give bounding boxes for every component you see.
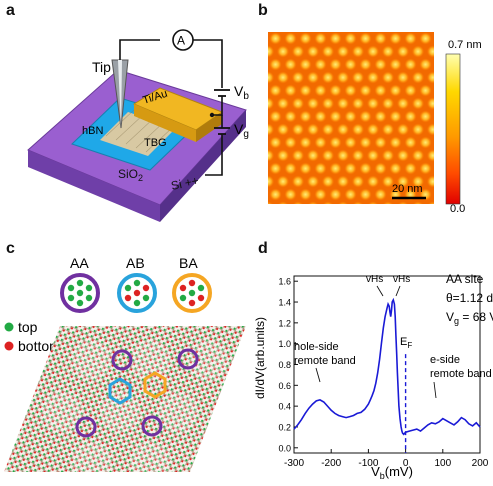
svg-text:EF: EF xyxy=(400,336,412,350)
annotation-vg-sub: g xyxy=(454,316,459,326)
ab-site-marker xyxy=(108,377,132,405)
ammeter-label: A xyxy=(177,34,185,48)
y-tick-label: 1.2 xyxy=(278,318,291,328)
svg-text:Vg: Vg xyxy=(234,121,249,140)
x-tick-label: 0 xyxy=(403,458,409,469)
stacking-label-ba: BA xyxy=(179,255,198,271)
sio2-label: SiO xyxy=(118,167,138,181)
svg-text:SiO2: SiO2 xyxy=(118,167,143,183)
x-tick-label: -300 xyxy=(284,458,304,469)
hole-band-label-1: hole-side xyxy=(294,341,339,353)
hole-band-arrow xyxy=(315,367,321,383)
chart-ticks: -300 -200 -100 0 100 200 0.0 0.2 0.4 0.6 0.8 1.0 1.2… xyxy=(278,277,488,469)
x-tick-label: -100 xyxy=(358,458,378,469)
tip-label: Tip xyxy=(92,59,111,75)
hole-band-label-2: remote band xyxy=(294,355,356,367)
panel-d-label: d xyxy=(258,240,268,257)
vg-label: V xyxy=(234,121,244,137)
vg-label-sub: g xyxy=(243,129,249,140)
ba-site-marker xyxy=(143,371,167,399)
annotation-site: AA site xyxy=(446,272,484,286)
y-tick-label: 0.8 xyxy=(278,360,291,370)
svg-text:Vg = 68 V: Vg = 68 V xyxy=(446,310,493,326)
y-axis-label: dI/dV(arb.units) xyxy=(253,317,267,399)
wire-ammeter xyxy=(193,39,223,88)
legend-top-marker xyxy=(4,322,14,332)
y-tick-label: 1.6 xyxy=(278,277,291,287)
ef-label: E xyxy=(400,336,407,348)
colorbar xyxy=(445,53,461,205)
y-tick-label: 0.0 xyxy=(278,443,291,453)
si-substrate-front xyxy=(28,150,160,222)
moire-lattice-diagram: AA AB BA top bottom xyxy=(4,255,246,472)
x-tick-label: 100 xyxy=(434,458,451,469)
stacking-label-ab: AB xyxy=(126,255,145,271)
stacking-ab xyxy=(117,273,157,313)
moire-pattern xyxy=(268,32,434,204)
svg-text:Vb: Vb xyxy=(234,83,249,102)
aa-site-marker xyxy=(141,415,163,437)
sio2-label-sub: 2 xyxy=(138,173,143,183)
stacking-label-aa: AA xyxy=(70,255,89,271)
vb-label: V xyxy=(234,83,244,99)
device-schematic: Tip A Vb Vg Ti/Au hBN TBG SiO2 Si ++ xyxy=(27,29,249,222)
stm-topography: 20 nm 0.7 nm 0.0 xyxy=(268,32,482,212)
annotation-theta: θ=1.12 deg xyxy=(446,291,493,305)
wire-tip xyxy=(119,39,160,60)
x-axis-label-sub: b xyxy=(380,471,385,481)
colorbar-max-label: 0.7 nm xyxy=(448,39,482,51)
tbg-label: TBG xyxy=(144,137,167,149)
y-tick-label: 0.6 xyxy=(278,381,291,391)
didv-spectrum-chart: -300 -200 -100 0 100 200 0.0 0.2 0.4 0.6 0.8 1.0 1.2… xyxy=(253,272,493,481)
vhs-label-1: vHs xyxy=(366,274,383,285)
stm-tip-highlight xyxy=(118,60,122,128)
y-tick-label: 1.4 xyxy=(278,298,291,308)
si-label: Si ++ xyxy=(170,173,200,193)
y-tick-label: 0.4 xyxy=(278,402,291,412)
ef-label-sub: F xyxy=(407,341,412,350)
x-tick-label: -200 xyxy=(321,458,341,469)
e-band-label-2: remote band xyxy=(430,368,492,380)
stacking-aa xyxy=(60,273,100,313)
hbn-label: hBN xyxy=(82,125,103,137)
stacking-ba xyxy=(172,273,212,313)
x-tick-label: 200 xyxy=(472,458,489,469)
panel-c-label: c xyxy=(6,240,15,257)
y-tick-label: 0.2 xyxy=(278,422,291,432)
colorbar-min-label: 0.0 xyxy=(450,203,465,212)
annotation-vg-value: = 68 V xyxy=(459,310,493,324)
panel-b-label: b xyxy=(258,2,268,19)
junction-dot xyxy=(209,112,215,118)
vhs-label-2: vHs xyxy=(393,274,410,285)
x-axis-label: V xyxy=(371,464,380,479)
scalebar-label: 20 nm xyxy=(392,183,423,195)
aa-site-marker xyxy=(75,416,97,438)
vb-label-sub: b xyxy=(243,91,249,102)
legend-bottom-marker xyxy=(4,341,14,351)
annotation-vg: V xyxy=(446,310,454,324)
x-axis-label-unit: (mV) xyxy=(385,464,413,479)
svg-text:Vb(mV): Vb(mV) xyxy=(371,464,413,481)
legend-bottom-label: bottom xyxy=(18,338,61,354)
aa-site-marker xyxy=(111,349,133,371)
y-tick-label: 1.0 xyxy=(278,339,291,349)
e-band-arrow xyxy=(433,381,437,399)
legend-top-label: top xyxy=(18,319,38,335)
e-band-label-1: e-side xyxy=(430,354,460,366)
vhs-arrow-1 xyxy=(376,285,384,297)
moire-shading xyxy=(42,340,228,472)
vhs-arrow-2 xyxy=(395,285,401,297)
series-line xyxy=(293,297,481,436)
panel-a-label: a xyxy=(6,2,15,19)
wire-vg-bottom xyxy=(205,134,223,176)
tiau-electrode-front xyxy=(134,104,196,142)
si-substrate-side xyxy=(160,110,246,222)
tiau-electrode-side xyxy=(196,112,222,142)
aa-site-marker xyxy=(177,348,199,370)
